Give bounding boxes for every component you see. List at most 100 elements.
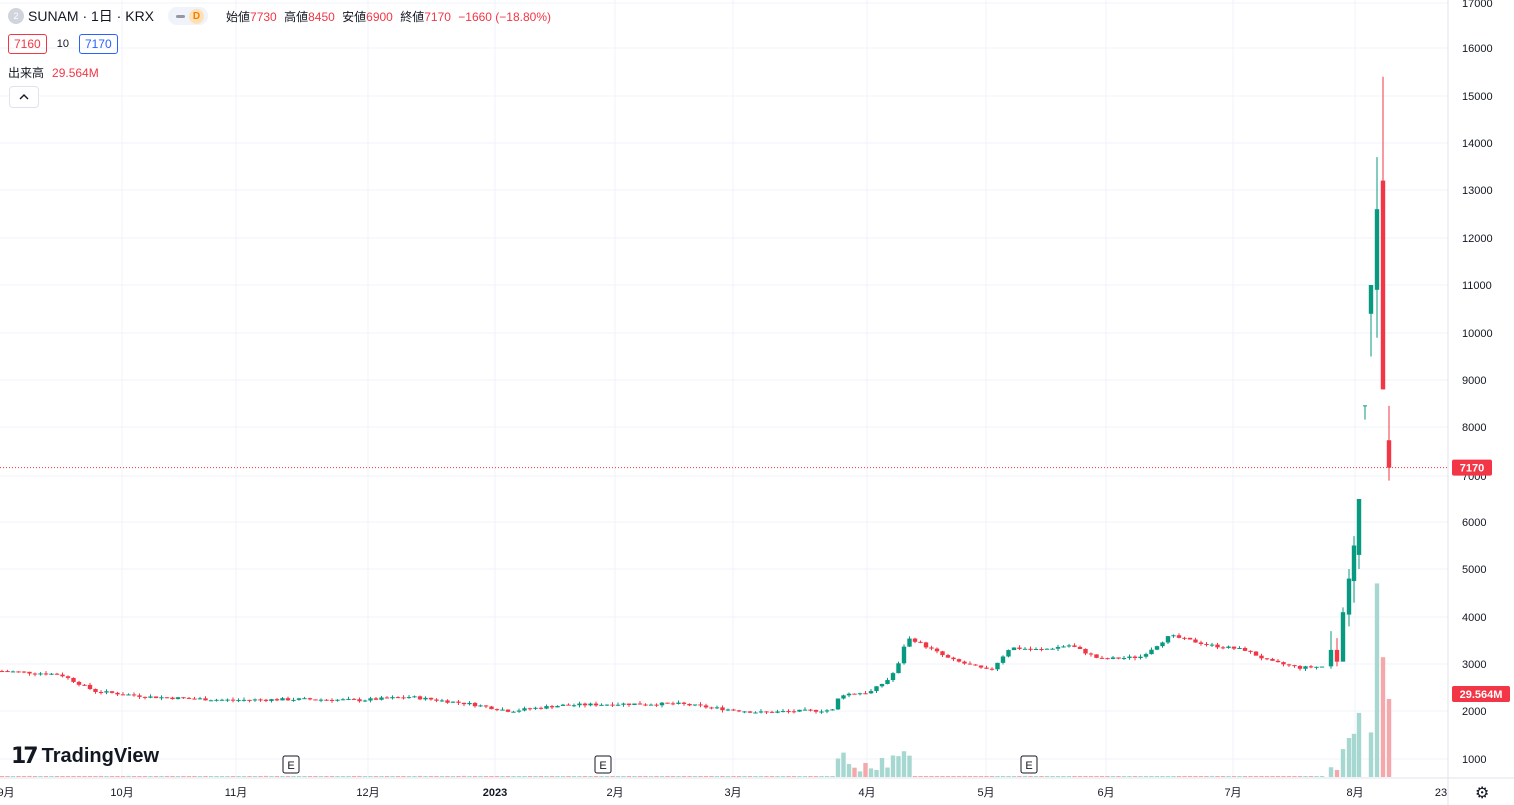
candle[interactable] bbox=[769, 710, 775, 713]
candle[interactable] bbox=[560, 703, 566, 706]
candle[interactable] bbox=[1363, 405, 1367, 420]
earnings-event-marker[interactable]: E bbox=[594, 755, 612, 774]
candle[interactable] bbox=[1000, 655, 1006, 665]
candle[interactable] bbox=[269, 698, 274, 703]
candle[interactable] bbox=[1028, 646, 1033, 652]
candle[interactable] bbox=[450, 701, 456, 703]
candle[interactable] bbox=[516, 708, 522, 713]
candle[interactable] bbox=[758, 709, 764, 714]
candle[interactable] bbox=[175, 696, 181, 700]
candle[interactable] bbox=[1143, 652, 1149, 659]
candle[interactable] bbox=[907, 636, 912, 648]
candle[interactable] bbox=[0, 669, 5, 673]
candle[interactable] bbox=[186, 696, 192, 699]
candle[interactable] bbox=[1050, 647, 1055, 650]
candle[interactable] bbox=[335, 699, 340, 702]
candle[interactable] bbox=[1187, 637, 1193, 640]
candle[interactable] bbox=[214, 698, 219, 702]
tradingview-logo[interactable]: 17 TradingView bbox=[11, 744, 159, 769]
candle[interactable] bbox=[1237, 646, 1242, 650]
candle[interactable] bbox=[1242, 646, 1248, 652]
candle[interactable] bbox=[973, 664, 978, 666]
candle[interactable] bbox=[1319, 666, 1325, 668]
candle[interactable] bbox=[1176, 633, 1182, 639]
candle[interactable] bbox=[1110, 656, 1116, 660]
candle[interactable] bbox=[126, 693, 131, 696]
candle[interactable] bbox=[747, 711, 753, 713]
candle[interactable] bbox=[54, 672, 60, 675]
candle[interactable] bbox=[1275, 659, 1281, 663]
candle[interactable] bbox=[835, 698, 841, 710]
candle[interactable] bbox=[1308, 665, 1314, 669]
candle[interactable] bbox=[555, 705, 560, 708]
candle[interactable] bbox=[819, 709, 824, 714]
candle[interactable] bbox=[995, 662, 1000, 672]
candle[interactable] bbox=[1022, 647, 1028, 650]
candle[interactable] bbox=[676, 700, 681, 705]
candle[interactable] bbox=[1215, 642, 1220, 650]
candle[interactable] bbox=[1226, 645, 1231, 649]
candle[interactable] bbox=[731, 708, 736, 711]
candle[interactable] bbox=[489, 705, 494, 710]
candle[interactable] bbox=[615, 702, 621, 707]
bid-button[interactable]: 7160 bbox=[8, 34, 47, 54]
candle[interactable] bbox=[1368, 285, 1374, 357]
candle[interactable] bbox=[401, 695, 406, 700]
candle[interactable] bbox=[324, 699, 329, 701]
candle[interactable] bbox=[1351, 536, 1357, 603]
candle[interactable] bbox=[874, 686, 879, 693]
candle[interactable] bbox=[38, 672, 43, 676]
candle[interactable] bbox=[742, 711, 747, 714]
candle[interactable] bbox=[885, 677, 890, 685]
candle[interactable] bbox=[357, 697, 362, 703]
candle[interactable] bbox=[775, 709, 780, 714]
candle[interactable] bbox=[307, 697, 313, 701]
candle[interactable] bbox=[846, 692, 852, 698]
candle[interactable] bbox=[1127, 654, 1132, 660]
candle[interactable] bbox=[934, 647, 940, 654]
candle[interactable] bbox=[87, 682, 93, 691]
candle[interactable] bbox=[632, 703, 637, 706]
candle[interactable] bbox=[291, 697, 296, 702]
earnings-event-marker[interactable]: E bbox=[282, 755, 300, 774]
candle[interactable] bbox=[857, 692, 863, 696]
candle[interactable] bbox=[1286, 663, 1292, 667]
candle[interactable] bbox=[302, 696, 307, 700]
candle[interactable] bbox=[896, 661, 901, 674]
candle[interactable] bbox=[1374, 157, 1380, 338]
candle[interactable] bbox=[852, 693, 857, 695]
candle[interactable] bbox=[527, 707, 533, 711]
candle[interactable] bbox=[714, 705, 720, 710]
candle[interactable] bbox=[445, 699, 450, 704]
candle[interactable] bbox=[962, 660, 967, 665]
candle[interactable] bbox=[500, 707, 505, 711]
candle[interactable] bbox=[115, 691, 120, 696]
candle[interactable] bbox=[1220, 645, 1226, 650]
candle[interactable] bbox=[648, 703, 654, 706]
candle[interactable] bbox=[247, 699, 252, 703]
candle[interactable] bbox=[1083, 648, 1088, 656]
candle[interactable] bbox=[978, 665, 984, 669]
candle[interactable] bbox=[582, 702, 588, 708]
candle[interactable] bbox=[181, 697, 186, 699]
candle[interactable] bbox=[236, 698, 241, 703]
candle[interactable] bbox=[439, 698, 445, 702]
candle[interactable] bbox=[313, 699, 318, 701]
candle[interactable] bbox=[665, 702, 670, 704]
candle[interactable] bbox=[940, 650, 945, 658]
candle[interactable] bbox=[681, 701, 687, 706]
candle[interactable] bbox=[670, 701, 676, 706]
candle[interactable] bbox=[945, 653, 951, 658]
candle[interactable] bbox=[637, 701, 643, 705]
candle[interactable] bbox=[1231, 646, 1237, 651]
candle[interactable] bbox=[472, 702, 478, 708]
candle[interactable] bbox=[698, 702, 703, 708]
candle[interactable] bbox=[967, 661, 973, 665]
candle[interactable] bbox=[1346, 569, 1352, 627]
candle[interactable] bbox=[626, 703, 632, 707]
candle[interactable] bbox=[1209, 642, 1215, 647]
candle[interactable] bbox=[659, 701, 665, 708]
candle[interactable] bbox=[1270, 657, 1275, 661]
candle[interactable] bbox=[296, 697, 302, 701]
candle[interactable] bbox=[1204, 641, 1209, 647]
